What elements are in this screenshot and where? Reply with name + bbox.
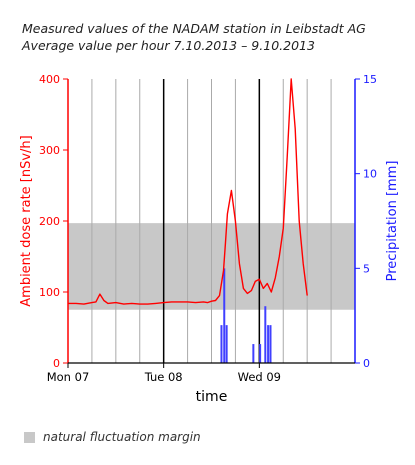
legend-swatch-band (24, 431, 35, 443)
y-left-tick-label: 0 (53, 357, 60, 370)
x-tick-label: Mon 07 (47, 370, 90, 384)
y-right-tick-label: 0 (363, 357, 370, 370)
x-axis-label: time (196, 389, 228, 405)
y-right-tick-label: 5 (363, 262, 370, 275)
y-left-tick-label: 100 (39, 286, 60, 299)
chart-title-block: Measured values of the NADAM station in … (22, 20, 366, 54)
y-left-tick-label: 200 (39, 215, 60, 228)
y-left-tick-label: 400 (39, 73, 60, 86)
y-right-tick-label: 15 (363, 73, 377, 86)
dose-rate-line (68, 78, 308, 305)
legend-label: natural fluctuation margin (43, 430, 201, 444)
legend: natural fluctuation margin (24, 430, 201, 444)
x-tick-label: Tue 08 (144, 370, 183, 384)
y-left-tick-label: 300 (39, 144, 60, 157)
x-tick-label: Wed 09 (238, 370, 281, 384)
y-left-axis-label: Ambient dose rate [nSv/h] (19, 135, 34, 306)
y-right-tick-label: 10 (363, 168, 377, 181)
y-right-axis-label: Precipitation [mm] (385, 161, 400, 282)
chart-subtitle: Average value per hour 7.10.2013 – 9.10.… (22, 38, 315, 53)
chart-title: Measured values of the NADAM station in … (22, 21, 366, 36)
